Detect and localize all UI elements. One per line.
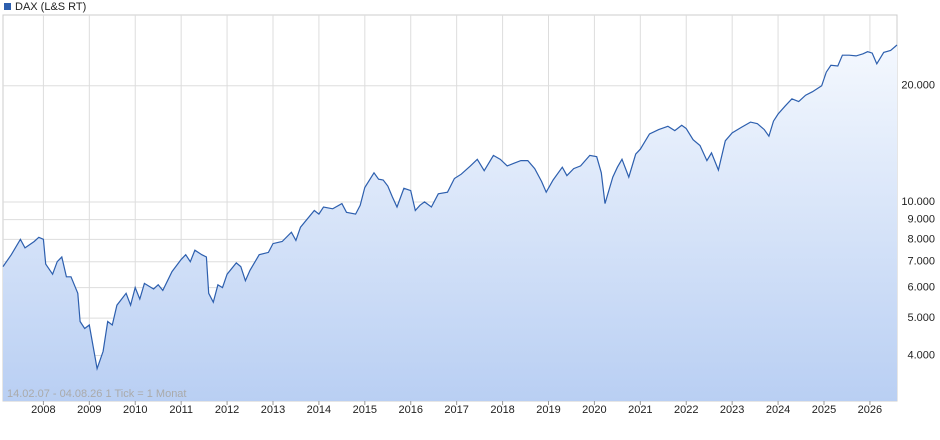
x-tick-label: 2009 <box>77 404 101 416</box>
x-tick-label: 2014 <box>307 404 331 416</box>
x-tick-label: 2019 <box>536 404 560 416</box>
x-tick-label: 2023 <box>720 404 744 416</box>
y-tick-label: 9.000 <box>907 214 935 226</box>
x-tick-label: 2025 <box>812 404 836 416</box>
y-tick-label: 4.000 <box>907 349 935 361</box>
area <box>3 45 897 401</box>
legend-label: DAX (L&S RT) <box>15 1 86 13</box>
x-tick-label: 2024 <box>766 404 790 416</box>
y-tick-label: 20.000 <box>901 80 935 92</box>
x-tick-label: 2013 <box>261 404 285 416</box>
y-tick-label: 6.000 <box>907 281 935 293</box>
x-tick-label: 2020 <box>582 404 606 416</box>
x-tick-label: 2011 <box>169 404 193 416</box>
x-tick-label: 2010 <box>123 404 147 416</box>
x-tick-label: 2017 <box>444 404 468 416</box>
x-tick-label: 2015 <box>353 404 377 416</box>
x-tick-label: 2016 <box>398 404 422 416</box>
y-tick-label: 8.000 <box>907 233 935 245</box>
x-tick-label: 2008 <box>31 404 55 416</box>
y-tick-label: 10.000 <box>901 196 935 208</box>
x-tick-label: 2022 <box>674 404 698 416</box>
x-tick-label: 2026 <box>858 404 882 416</box>
y-tick-label: 7.000 <box>907 256 935 268</box>
y-tick-label: 5.000 <box>907 312 935 324</box>
x-tick-label: 2018 <box>490 404 514 416</box>
chart-subtitle: 14.02.07 - 04.08.26 1 Tick = 1 Monat <box>7 388 186 400</box>
legend-swatch <box>4 3 11 10</box>
x-tick-label: 2021 <box>628 404 652 416</box>
line <box>2 44 898 371</box>
x-tick-label: 2012 <box>215 404 239 416</box>
